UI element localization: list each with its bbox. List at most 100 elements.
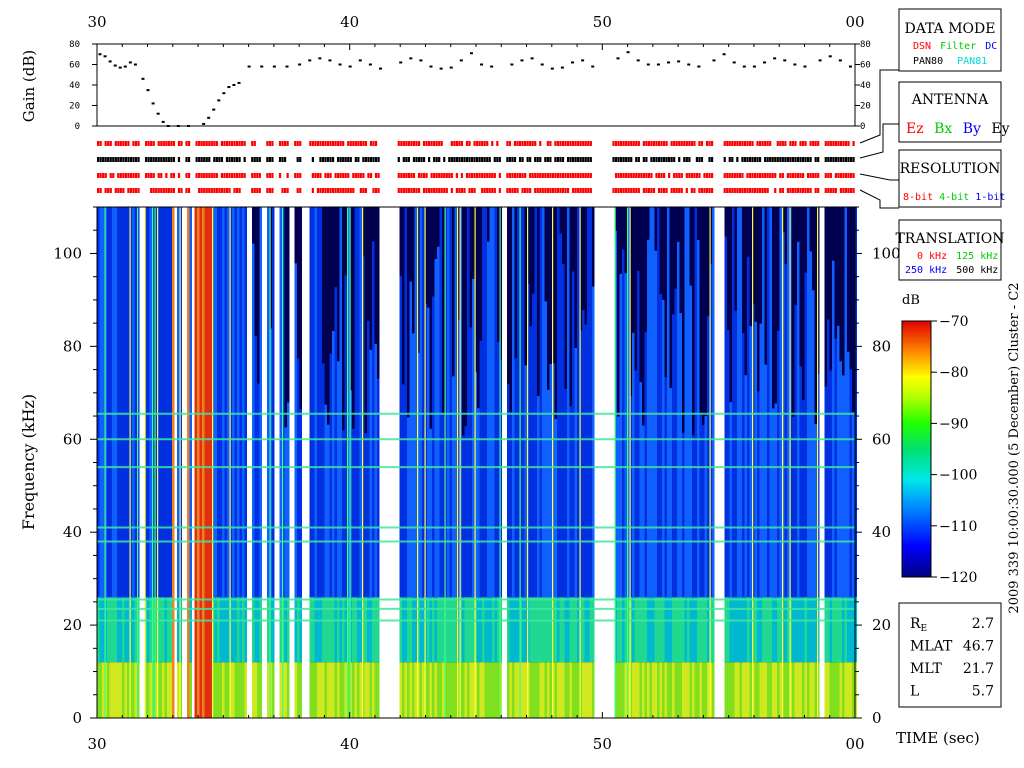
- colorbar-tick-label: −100: [939, 468, 977, 484]
- spectrogram-column-high: [294, 263, 297, 598]
- status-antenna-segment: [124, 157, 127, 162]
- spectrogram-column-high: [754, 321, 757, 598]
- spectrogram-column-mid: [424, 597, 427, 663]
- spectrogram-column-high: [644, 331, 647, 598]
- status-antenna-segment: [283, 157, 287, 162]
- status-data-mode-segment: [422, 141, 426, 146]
- spectrogram-column-mid: [627, 597, 630, 663]
- spectrogram-column-high: [407, 417, 410, 598]
- status-data-mode-segment: [157, 141, 160, 146]
- status-resolution-segment: [117, 173, 120, 178]
- gain-tick-label-left: 0: [75, 122, 80, 132]
- spectrogram-column-high: [159, 207, 162, 598]
- spectrogram-column-high: [444, 207, 447, 598]
- status-resolution-segment: [844, 173, 848, 178]
- gain-point: [186, 125, 190, 127]
- spectrogram-column-high: [562, 263, 565, 598]
- status-translation-segment: [104, 188, 107, 193]
- status-resolution-segment: [814, 173, 817, 178]
- status-resolution-segment: [710, 173, 714, 178]
- spectrogram-column-mid: [837, 597, 840, 663]
- status-resolution-segment: [491, 173, 494, 178]
- spectrogram-spike: [129, 207, 131, 718]
- status-data-mode-segment: [764, 141, 767, 146]
- status-data-mode-segment: [539, 141, 542, 146]
- spectrogram-column-mid: [529, 597, 532, 663]
- spectrogram-column-low: [842, 662, 845, 718]
- status-data-mode-segment: [253, 141, 256, 146]
- status-translation-segment: [486, 188, 489, 193]
- spectrogram-column-low: [414, 662, 417, 718]
- status-resolution-segment: [220, 173, 224, 178]
- spectrogram-column-high: [219, 207, 222, 598]
- status-antenna-segment: [635, 157, 638, 162]
- status-resolution-segment: [465, 173, 469, 178]
- spectrogram-column-high: [422, 207, 425, 598]
- spectrogram-column-mid: [254, 597, 257, 663]
- status-resolution-segment: [693, 173, 696, 178]
- status-antenna-segment: [849, 157, 853, 162]
- status-data-mode-segment: [758, 141, 762, 146]
- spectrogram-column-low: [219, 662, 222, 718]
- spectrogram-column-low: [639, 662, 642, 718]
- spectrogram-column-low: [684, 662, 687, 718]
- frequency-tick-label-left: 40: [63, 523, 82, 541]
- status-antenna-segment: [127, 157, 130, 162]
- gain-point: [328, 59, 332, 62]
- status-antenna-segment: [824, 157, 827, 162]
- status-resolution-segment: [450, 173, 453, 178]
- spectrogram-column-mid: [149, 597, 152, 663]
- status-data-mode-segment: [647, 141, 651, 146]
- status-resolution-segment: [99, 173, 102, 178]
- gain-point: [783, 59, 787, 62]
- spectrogram-column-low: [434, 662, 437, 718]
- spectrogram-column-mid: [407, 597, 410, 663]
- status-data-mode-segment: [127, 141, 130, 146]
- status-translation-segment: [410, 188, 413, 193]
- status-data-mode-segment: [417, 141, 421, 146]
- spectrogram-column-mid: [549, 597, 552, 663]
- status-resolution-segment: [357, 173, 360, 178]
- status-data-mode-segment: [415, 141, 418, 146]
- status-translation-segment: [662, 188, 666, 193]
- status-data-mode-segment: [521, 141, 524, 146]
- spectrogram-column-high: [242, 207, 245, 598]
- spectrogram-column-high: [229, 207, 232, 598]
- spectrogram-column-mid: [782, 597, 785, 663]
- status-antenna-segment: [109, 157, 112, 162]
- spectrogram-column-high: [654, 250, 657, 598]
- status-translation-segment: [723, 188, 726, 193]
- status-translation-segment: [412, 188, 416, 193]
- status-resolution-segment: [268, 173, 272, 178]
- spectrogram-column-mid: [554, 597, 557, 663]
- status-resolution-segment: [781, 173, 784, 178]
- spectrogram-column-high: [252, 243, 255, 598]
- spectrogram-column-high: [464, 426, 467, 598]
- status-translation-segment: [132, 188, 135, 193]
- status-antenna-segment: [412, 157, 416, 162]
- status-data-mode-segment: [708, 141, 711, 146]
- status-antenna-segment: [539, 157, 542, 162]
- spectrogram-column-low: [134, 662, 137, 718]
- spectrogram-column-high: [122, 207, 125, 598]
- status-data-mode-segment: [230, 141, 234, 146]
- status-translation-segment: [233, 188, 236, 193]
- status-translation-segment: [829, 188, 832, 193]
- gain-point: [212, 108, 216, 111]
- spectrogram-column-high: [412, 333, 415, 598]
- status-translation-segment: [529, 188, 532, 193]
- status-translation-segment: [203, 188, 206, 193]
- status-translation-segment: [612, 188, 615, 193]
- spectrogram-column-mid: [769, 597, 772, 663]
- status-resolution-segment: [587, 173, 590, 178]
- status-data-mode-segment: [210, 141, 213, 146]
- status-resolution-segment: [112, 173, 115, 178]
- spectrogram-column-high: [544, 301, 547, 598]
- spectrogram-column-low: [619, 662, 622, 718]
- spectrogram-column-high: [212, 207, 215, 598]
- status-resolution-segment: [137, 173, 140, 178]
- status-data-mode-segment: [225, 141, 229, 146]
- status-translation-segment: [549, 188, 552, 193]
- status-antenna-segment: [326, 157, 330, 162]
- status-resolution-segment: [751, 173, 754, 178]
